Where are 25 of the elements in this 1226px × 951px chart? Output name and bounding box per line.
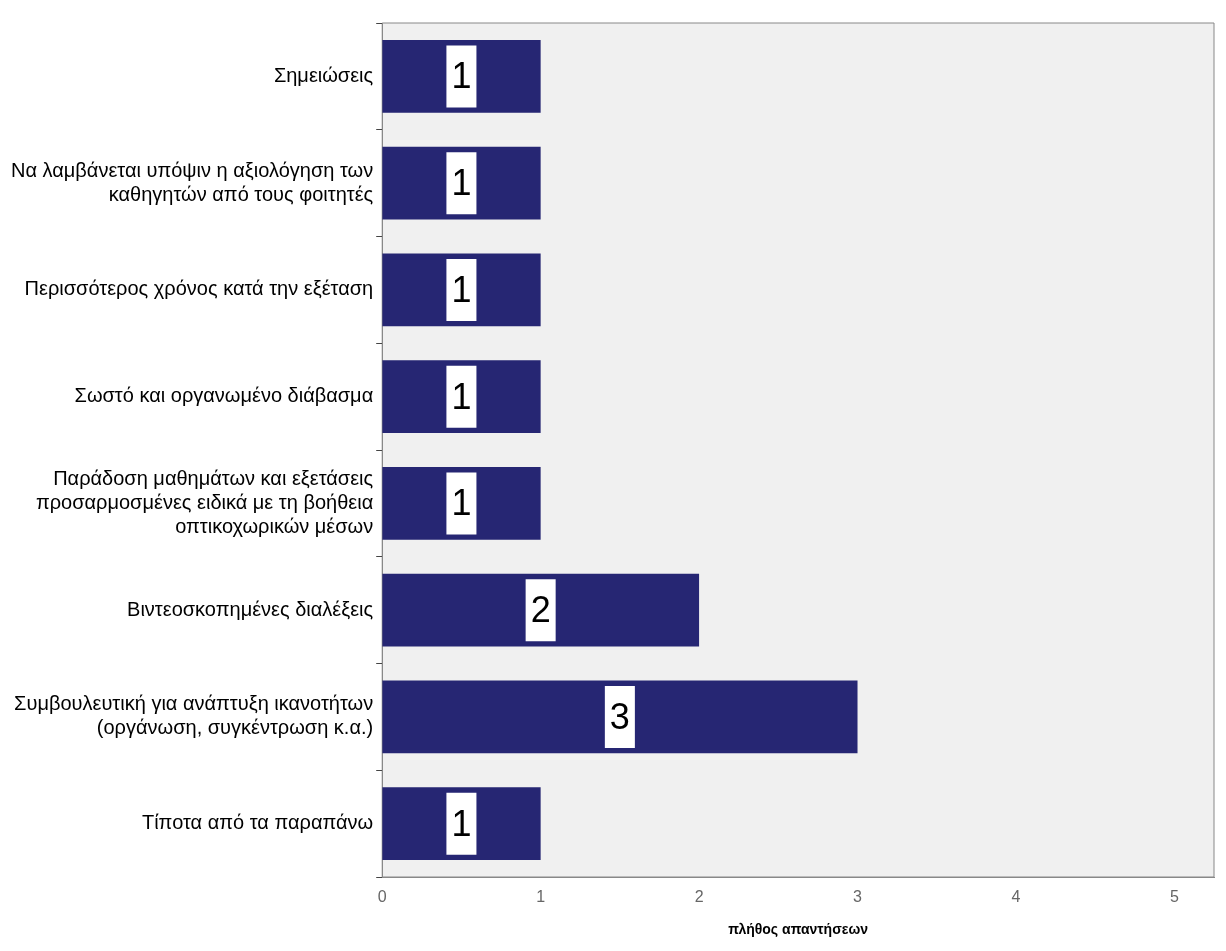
y-tick-label: Σωστό και οργανωμένο διάβασμα <box>74 384 374 407</box>
x-tick-label: 2 <box>694 888 704 906</box>
y-tick-label: Βιντεοσκοπημένες διαλέξεις <box>127 597 374 620</box>
data-label: 1 <box>451 268 472 310</box>
x-tick-label: 1 <box>536 888 546 906</box>
x-tick-label: 0 <box>377 888 387 906</box>
x-tick-label: 5 <box>1169 888 1179 906</box>
bar <box>382 573 700 647</box>
data-label: 1 <box>451 375 472 417</box>
x-tick-label: 3 <box>853 888 863 906</box>
y-tick-label: Να λαμβάνεται υπόψιν η αξιολόγηση των καθηγητών από τους φοιτητές <box>10 158 374 205</box>
y-tick-label: Τίποτα από τα παραπάνω <box>141 811 374 834</box>
data-label: 1 <box>451 482 472 524</box>
y-tick-label: Συμβουλευτική για ανάπτυξη ικανοτήτων (οργάνωση, συγκέντρωση κ.α.) <box>14 692 374 739</box>
data-label: 2 <box>530 589 551 631</box>
y-tick-label: Παράδοση μαθημάτων και εξετάσεις προσαρμοσμένες ειδικά με τη βοήθεια οπτικοχωρικών μέσων <box>35 466 374 537</box>
y-tick-label: Περισσότερος χρόνος κατά την εξέταση <box>24 277 374 300</box>
x-axis-title: πλήθος απαντήσεων <box>728 921 869 938</box>
y-tick-label: Σημειώσεις <box>273 63 374 86</box>
x-tick-label: 4 <box>1011 888 1021 906</box>
data-label: 3 <box>609 695 630 737</box>
data-label: 1 <box>451 802 472 844</box>
data-label: 1 <box>451 55 472 97</box>
bar <box>382 680 858 754</box>
data-label: 1 <box>451 162 472 204</box>
